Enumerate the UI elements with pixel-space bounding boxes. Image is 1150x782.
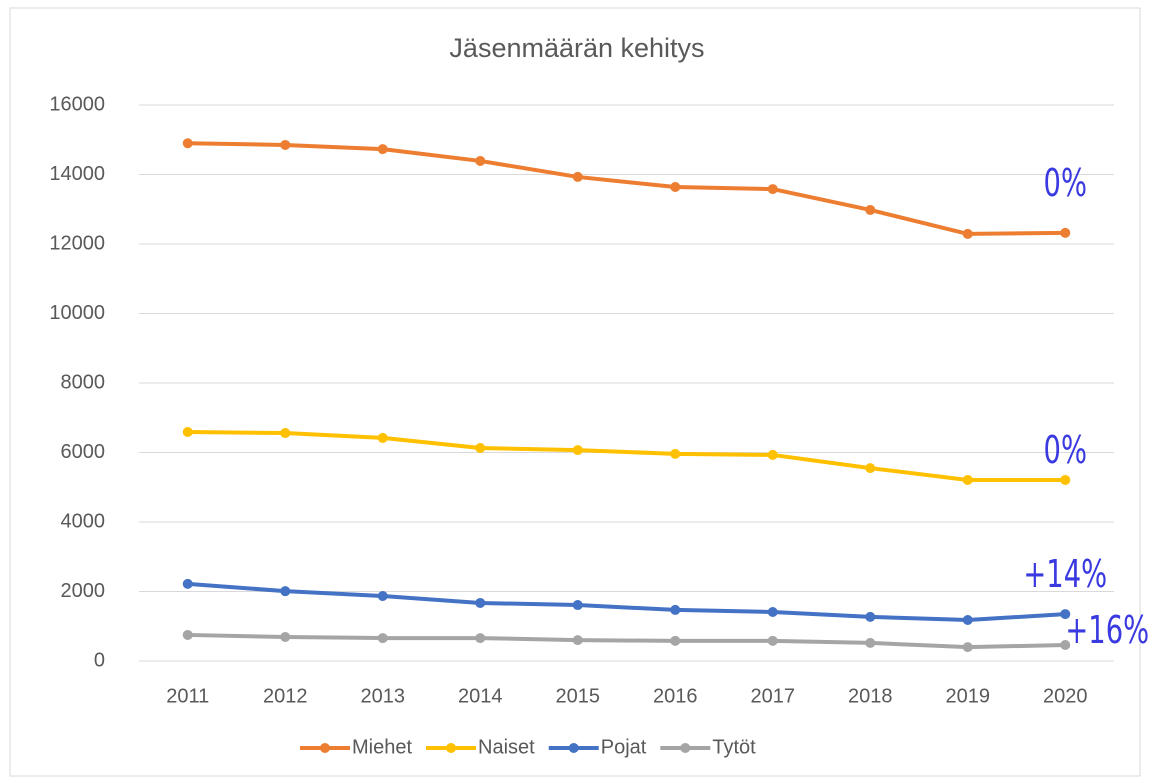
data-point (767, 184, 778, 195)
data-point (670, 604, 681, 615)
x-tick-label: 2012 (263, 685, 308, 707)
data-point (377, 432, 388, 443)
data-point (1060, 474, 1071, 485)
data-point (767, 449, 778, 460)
x-tick-label: 2019 (946, 685, 991, 707)
data-point (280, 586, 291, 597)
y-tick-label: 16000 (49, 93, 105, 115)
y-tick-label: 6000 (61, 441, 106, 463)
x-tick-label: 2011 (166, 685, 209, 707)
legend-marker (320, 743, 330, 753)
data-point (475, 597, 486, 608)
data-point (377, 633, 388, 644)
data-point (182, 138, 193, 149)
data-point (1060, 640, 1071, 651)
data-point (670, 182, 681, 193)
y-tick-label: 14000 (49, 163, 105, 185)
legend-marker (680, 743, 691, 753)
data-point (377, 144, 388, 155)
data-point (1060, 609, 1071, 620)
data-point (865, 637, 876, 648)
data-point (572, 171, 583, 182)
data-point (280, 632, 291, 643)
data-point (182, 426, 193, 437)
data-point (280, 428, 291, 439)
legend-label: Tytöt (712, 736, 756, 758)
data-point (670, 448, 681, 459)
y-tick-label: 12000 (49, 232, 105, 254)
data-point (962, 474, 973, 485)
y-tick-label: 4000 (61, 510, 106, 532)
series-line (187, 632, 1066, 650)
legend-marker (568, 743, 579, 753)
annotation: 0% (1044, 427, 1087, 472)
legend-label: Miehet (352, 736, 412, 758)
data-point (962, 614, 973, 625)
data-point (572, 600, 583, 611)
data-point (865, 611, 876, 622)
x-tick-label: 2018 (848, 685, 893, 707)
y-tick-label: 8000 (61, 371, 106, 393)
annotation: 0% (1044, 160, 1087, 205)
x-tick-label: 2017 (751, 685, 796, 707)
legend-label: Pojat (601, 736, 647, 758)
data-point (962, 642, 973, 653)
series-line (187, 141, 1066, 236)
data-point (475, 633, 486, 644)
data-point (670, 635, 681, 646)
annotation: +16% (1065, 607, 1149, 652)
x-tick-label: 2014 (458, 685, 503, 707)
legend-marker (446, 743, 457, 753)
data-point (572, 445, 583, 456)
x-tick-label: 2016 (653, 685, 698, 707)
data-point (182, 629, 193, 640)
data-point (767, 607, 778, 618)
y-tick-label: 0 (94, 649, 105, 671)
y-tick-label: 10000 (49, 302, 105, 324)
x-tick-label: 2015 (556, 685, 601, 707)
series-line (187, 429, 1066, 482)
x-tick-label: 2020 (1043, 685, 1088, 707)
data-point (572, 635, 583, 646)
data-point (865, 463, 876, 474)
data-point (865, 204, 876, 215)
y-tick-label: 2000 (61, 580, 106, 602)
data-point (475, 442, 486, 453)
annotation: +14% (1023, 551, 1107, 596)
data-point (377, 591, 388, 602)
series-line (187, 581, 1066, 622)
data-point (767, 635, 778, 646)
data-point (1060, 227, 1071, 238)
data-point (182, 578, 193, 589)
data-point (280, 139, 291, 150)
chart-title: Jäsenmäärän kehitys (449, 33, 704, 63)
legend-label: Naiset (478, 736, 535, 758)
data-point (962, 228, 973, 239)
data-point (475, 155, 486, 166)
x-tick-label: 2013 (361, 685, 406, 707)
